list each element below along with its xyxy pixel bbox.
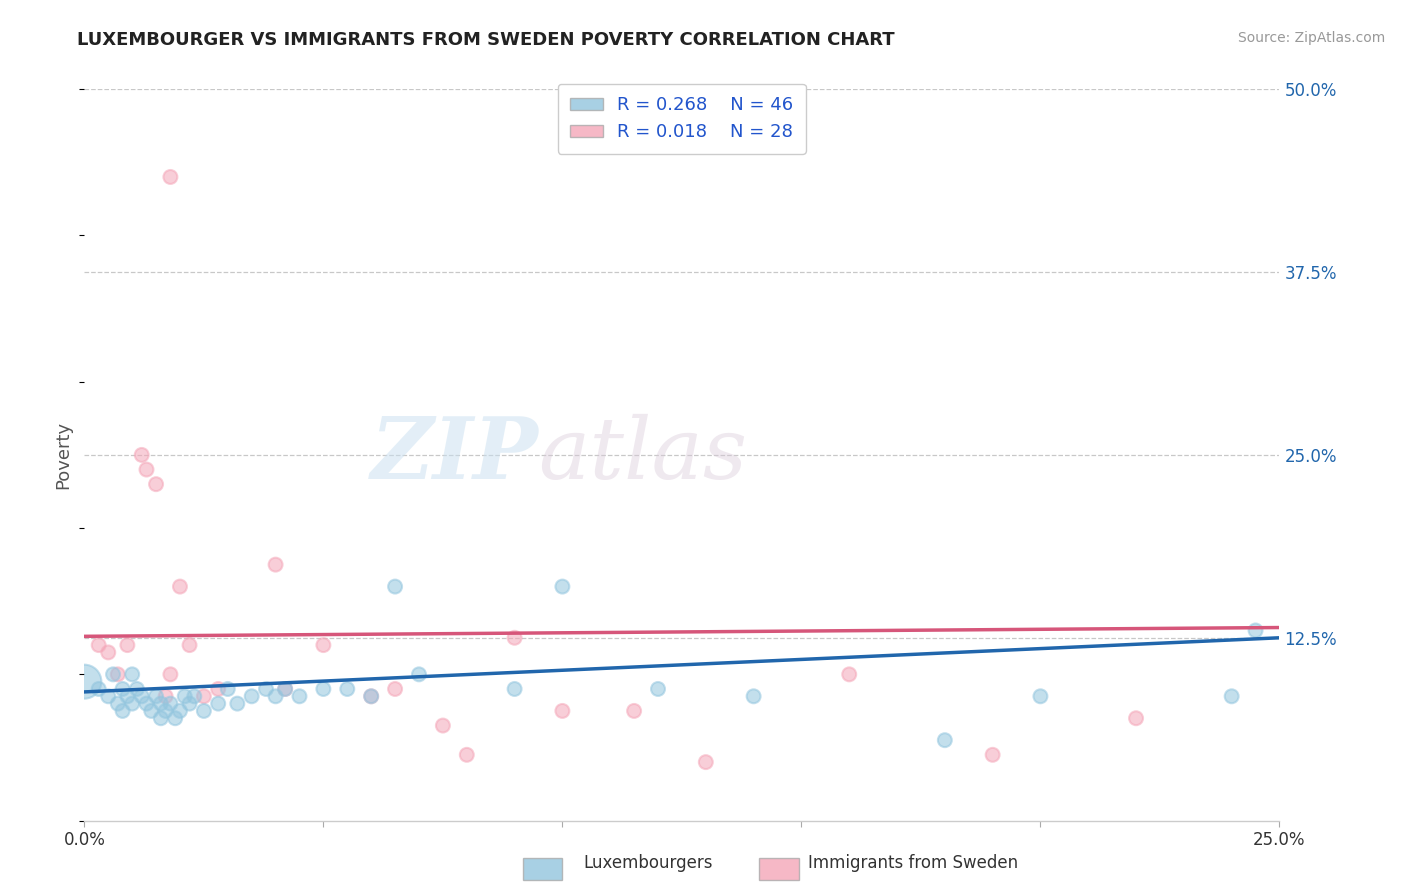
Point <box>145 477 167 491</box>
Point <box>111 704 134 718</box>
Point <box>647 681 669 696</box>
Point <box>73 674 96 689</box>
Point <box>193 690 215 704</box>
Point <box>173 690 195 704</box>
Point <box>217 681 239 696</box>
Point <box>165 711 187 725</box>
Point <box>226 697 249 711</box>
Y-axis label: Poverty: Poverty <box>55 421 73 489</box>
Text: Source: ZipAtlas.com: Source: ZipAtlas.com <box>1237 31 1385 45</box>
Point <box>87 681 110 696</box>
Point <box>384 580 406 594</box>
Point <box>274 681 297 696</box>
Point <box>254 681 277 696</box>
Point <box>623 704 645 718</box>
Point <box>312 638 335 652</box>
Point <box>312 681 335 696</box>
Point <box>131 690 153 704</box>
Point <box>408 667 430 681</box>
Point <box>934 733 956 747</box>
Point <box>432 718 454 732</box>
Point <box>264 558 287 572</box>
Point <box>145 690 167 704</box>
Point <box>107 667 129 681</box>
Point <box>1029 690 1052 704</box>
Point <box>456 747 478 762</box>
Point <box>551 580 574 594</box>
Point <box>503 631 526 645</box>
Point <box>97 645 120 659</box>
Point <box>551 704 574 718</box>
Point <box>183 690 205 704</box>
Point <box>159 169 181 184</box>
Point <box>135 697 157 711</box>
Point <box>149 697 172 711</box>
Point <box>111 681 134 696</box>
Point <box>141 704 163 718</box>
Point <box>384 681 406 696</box>
Point <box>503 681 526 696</box>
Text: Immigrants from Sweden: Immigrants from Sweden <box>808 855 1018 872</box>
Text: LUXEMBOURGER VS IMMIGRANTS FROM SWEDEN POVERTY CORRELATION CHART: LUXEMBOURGER VS IMMIGRANTS FROM SWEDEN P… <box>77 31 896 49</box>
Point <box>207 697 229 711</box>
Point <box>838 667 860 681</box>
Point <box>117 638 139 652</box>
Point <box>695 755 717 769</box>
Text: atlas: atlas <box>538 414 748 496</box>
Point <box>159 697 181 711</box>
Point <box>207 681 229 696</box>
Point <box>981 747 1004 762</box>
Point <box>288 690 311 704</box>
Point <box>193 704 215 718</box>
Point <box>360 690 382 704</box>
Text: ZIP: ZIP <box>371 413 538 497</box>
Point <box>107 697 129 711</box>
Point <box>274 681 297 696</box>
Point <box>117 690 139 704</box>
Point <box>179 697 201 711</box>
Point <box>169 704 191 718</box>
Point <box>121 697 143 711</box>
Point <box>125 681 148 696</box>
Text: Luxembourgers: Luxembourgers <box>583 855 713 872</box>
Point <box>121 667 143 681</box>
Point <box>1125 711 1147 725</box>
Point <box>87 638 110 652</box>
Point <box>101 667 124 681</box>
Point <box>131 448 153 462</box>
Point <box>264 690 287 704</box>
Point <box>155 704 177 718</box>
Point <box>135 462 157 476</box>
Point <box>159 667 181 681</box>
Legend: R = 0.268    N = 46, R = 0.018    N = 28: R = 0.268 N = 46, R = 0.018 N = 28 <box>558 84 806 154</box>
Point <box>149 711 172 725</box>
Point <box>155 690 177 704</box>
Point <box>169 580 191 594</box>
Point <box>179 638 201 652</box>
Point <box>97 690 120 704</box>
Point <box>1220 690 1243 704</box>
Point <box>336 681 359 696</box>
Point <box>742 690 765 704</box>
Point <box>1244 624 1267 638</box>
Point <box>240 690 263 704</box>
Point <box>360 690 382 704</box>
